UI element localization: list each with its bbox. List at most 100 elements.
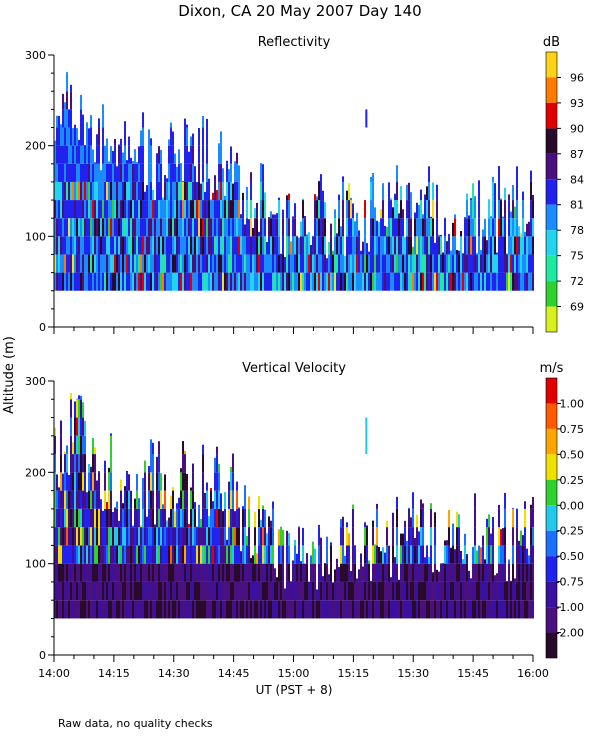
- echo-cell: [396, 165, 398, 182]
- echo-cell: [160, 272, 162, 291]
- echo-cell: [128, 527, 130, 546]
- echo-cell: [250, 557, 252, 564]
- echo-cell: [270, 254, 272, 273]
- echo-cell: [400, 186, 402, 201]
- echo-cell: [262, 254, 264, 273]
- echo-cell: [66, 454, 68, 473]
- echo-cell: [502, 218, 504, 237]
- echo-cell: [322, 600, 324, 619]
- echo-cell: [478, 218, 480, 237]
- echo-cell: [372, 520, 374, 528]
- echo-cell: [312, 541, 314, 546]
- echo-cell: [308, 236, 310, 255]
- echo-cell: [212, 200, 214, 219]
- echo-cell: [132, 200, 134, 219]
- echo-cell: [484, 559, 486, 564]
- isolated-echo: [365, 109, 368, 128]
- echo-cell: [188, 236, 190, 255]
- echo-cell: [214, 545, 216, 564]
- echo-cell: [416, 581, 418, 601]
- echo-cell: [72, 254, 74, 273]
- echo-cell: [226, 600, 228, 619]
- echo-cell: [82, 600, 84, 619]
- echo-cell: [204, 272, 206, 291]
- echo-cell: [204, 200, 206, 219]
- echo-cell: [320, 600, 322, 619]
- echo-cell: [198, 236, 200, 255]
- echo-cell: [284, 588, 286, 601]
- echo-cell: [156, 181, 158, 201]
- echo-cell: [192, 145, 194, 164]
- echo-cell: [102, 145, 104, 164]
- echo-cell: [472, 600, 474, 619]
- echo-cell: [470, 581, 472, 601]
- echo-cell: [234, 511, 236, 528]
- echo-cell: [466, 272, 468, 291]
- echo-cell: [384, 254, 386, 273]
- echo-cell: [510, 272, 512, 291]
- echo-cell: [76, 563, 78, 582]
- echo-cell: [496, 600, 498, 619]
- echo-cell: [250, 600, 252, 619]
- echo-cell: [62, 181, 64, 201]
- echo-cell: [388, 581, 390, 601]
- echo-cell: [472, 546, 474, 564]
- colorbar-segment: [546, 128, 557, 154]
- echo-cell: [220, 131, 222, 146]
- echo-cell: [178, 581, 180, 601]
- echo-cell: [230, 581, 232, 601]
- echo-cell: [160, 218, 162, 237]
- echo-cell: [74, 490, 76, 509]
- echo-cell: [172, 508, 174, 528]
- echo-cell: [164, 474, 166, 491]
- echo-cell: [94, 163, 96, 182]
- echo-cell: [420, 499, 422, 509]
- colorbar-label: 75: [570, 250, 584, 263]
- echo-cell: [142, 600, 144, 619]
- echo-cell: [490, 272, 492, 291]
- echo-cell: [54, 435, 56, 455]
- echo-cell: [512, 508, 514, 509]
- echo-cell: [260, 254, 262, 273]
- echo-cell: [156, 163, 158, 182]
- echo-cell: [92, 527, 94, 546]
- echo-cell: [418, 272, 420, 291]
- echo-cell: [60, 563, 62, 582]
- echo-cell: [188, 581, 190, 601]
- echo-cell: [342, 176, 344, 182]
- echo-cell: [82, 145, 84, 164]
- echo-cell: [504, 527, 506, 546]
- echo-cell: [358, 254, 360, 273]
- echo-cell: [88, 600, 90, 619]
- echo-cell: [254, 600, 256, 619]
- echo-cell: [120, 490, 122, 509]
- echo-cell: [286, 218, 288, 237]
- echo-cell: [466, 554, 468, 564]
- echo-cell: [64, 181, 66, 201]
- echo-cell: [82, 545, 84, 564]
- echo-cell: [356, 254, 358, 273]
- echo-cell: [78, 417, 80, 436]
- echo-cell: [126, 545, 128, 564]
- echo-cell: [510, 600, 512, 619]
- echo-cell: [454, 214, 456, 219]
- echo-cell: [178, 272, 180, 291]
- echo-cell: [474, 600, 476, 619]
- echo-cell: [442, 563, 444, 564]
- echo-cell: [68, 581, 70, 601]
- echo-cell: [384, 236, 386, 255]
- echo-cell: [64, 236, 66, 255]
- echo-cell: [218, 254, 220, 273]
- echo-cell: [468, 218, 470, 237]
- echo-cell: [214, 472, 216, 491]
- echo-cell: [58, 200, 60, 219]
- echo-cell: [276, 218, 278, 237]
- echo-cell: [156, 153, 158, 164]
- echo-cell: [414, 218, 416, 237]
- echo-cell: [70, 417, 72, 436]
- echo-cell: [400, 200, 402, 219]
- echo-cell: [336, 254, 338, 273]
- echo-cell: [210, 527, 212, 546]
- echo-cell: [174, 153, 176, 164]
- echo-cell: [82, 417, 84, 436]
